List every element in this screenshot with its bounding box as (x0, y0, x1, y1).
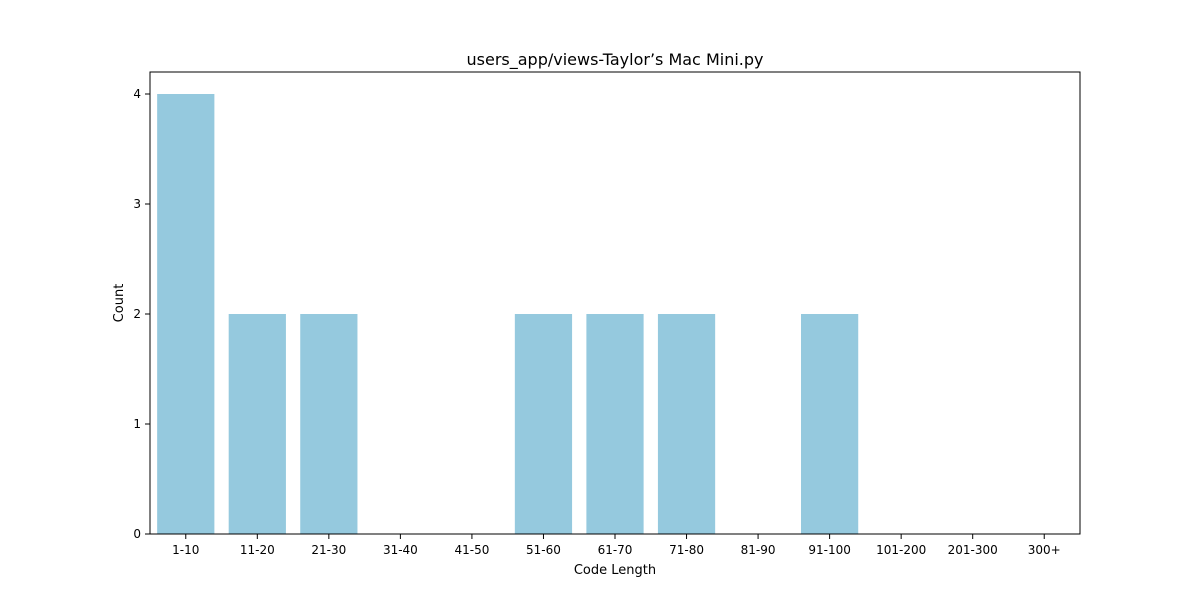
x-tick-label: 101-200 (876, 543, 926, 557)
x-tick-label: 31-40 (383, 543, 418, 557)
y-axis-label: Count (112, 284, 127, 323)
x-tick-label: 11-20 (240, 543, 275, 557)
x-tick-label: 61-70 (598, 543, 633, 557)
y-axis: 0 1 2 3 4 (133, 87, 150, 541)
x-axis: 1-10 11-20 21-30 31-40 41-50 51-60 61-70 71-80 8… (172, 534, 1061, 557)
plot-area (157, 94, 859, 534)
bar-71-80 (657, 314, 716, 534)
y-tick-label: 4 (133, 87, 141, 101)
x-tick-label: 91-100 (808, 543, 851, 557)
bar-11-20 (228, 314, 286, 534)
x-tick-label: 21-30 (311, 543, 346, 557)
x-tick-label: 51-60 (526, 543, 561, 557)
x-tick-label: 71-80 (669, 543, 704, 557)
x-tick-label: 201-300 (948, 543, 998, 557)
x-axis-label: Code Length (574, 563, 656, 578)
bar-61-70 (586, 314, 644, 534)
bar-91-100 (801, 314, 859, 534)
x-tick-label: 41-50 (454, 543, 489, 557)
y-tick-label: 3 (133, 197, 141, 211)
bar-1-10 (157, 94, 215, 534)
x-tick-label: 81-90 (741, 543, 776, 557)
chart-title: users_app/views-Taylor’s Mac Mini.py (467, 50, 764, 70)
bar-51-60 (514, 314, 573, 534)
bar-21-30 (300, 314, 358, 534)
x-tick-label: 1-10 (172, 543, 199, 557)
y-tick-label: 1 (133, 417, 141, 431)
y-tick-label: 0 (133, 527, 141, 541)
x-tick-label: 300+ (1028, 543, 1061, 557)
y-tick-label: 2 (133, 307, 141, 321)
